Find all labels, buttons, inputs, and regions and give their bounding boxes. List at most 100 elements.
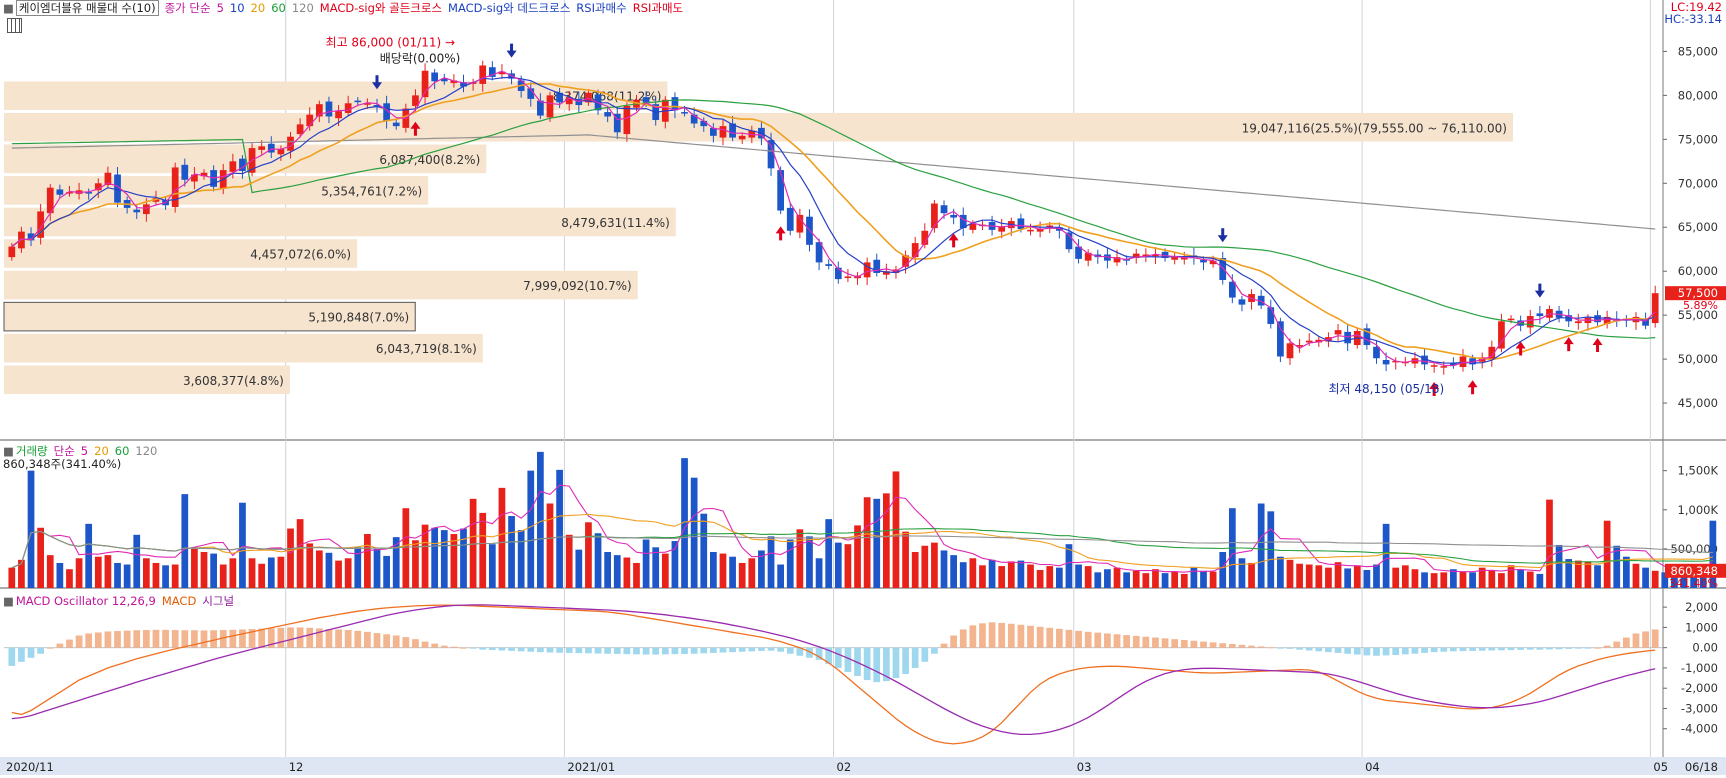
volume-legend-item-5[interactable]: 120 <box>135 444 158 458</box>
macd-oscillator-bar <box>1651 629 1659 648</box>
candle-body <box>873 259 881 273</box>
volume-bar <box>460 528 467 588</box>
volume-bar <box>517 530 525 588</box>
volume-bar <box>623 557 631 588</box>
macd-oscillator-bar <box>1267 647 1275 649</box>
candle-body <box>66 192 73 194</box>
price-legend-item-2[interactable]: 10 <box>229 1 245 15</box>
price-legend-item-4[interactable]: 60 <box>271 1 286 15</box>
grid-toggle-icon[interactable] <box>7 18 22 33</box>
macd-oscillator-bar <box>181 630 189 648</box>
price-legend-item-8[interactable]: RSI과매수 <box>576 1 627 15</box>
price-legend-item-3[interactable]: 20 <box>250 1 266 15</box>
candle <box>1104 248 1111 269</box>
macd-oscillator-bar <box>104 631 112 648</box>
candle <box>392 119 400 130</box>
candle-body <box>921 230 929 245</box>
macd-tick-label: -1,000 <box>1681 661 1718 675</box>
macd-legend-item-2[interactable]: 시그널 <box>202 594 235 608</box>
macd-oscillator-bar <box>210 630 217 648</box>
volume-legend-item-3[interactable]: 20 <box>94 444 109 458</box>
candle-body <box>229 161 237 172</box>
candle <box>306 107 314 131</box>
last-price-tag <box>1665 286 1726 301</box>
volume-bar <box>191 548 198 588</box>
price-legend-title[interactable]: 케이엠더블유 매물대 수(10) <box>15 0 159 16</box>
macd-oscillator-bar <box>1632 633 1640 648</box>
macd-oscillator-bar <box>863 647 871 681</box>
candle-body <box>950 214 957 218</box>
candle-body <box>1209 260 1217 265</box>
volume-bar <box>1036 570 1044 588</box>
price-legend-item-1[interactable]: 5 <box>216 1 224 15</box>
candle-body <box>1642 318 1649 326</box>
candle <box>200 169 208 180</box>
macd-tick-label: -4,000 <box>1681 722 1718 736</box>
candle-body <box>383 103 390 121</box>
volume-bar <box>633 562 640 588</box>
macd-tick-label: -2,000 <box>1681 681 1718 695</box>
volume-bar <box>1277 556 1284 588</box>
golden-cross-arrow-icon <box>410 121 421 136</box>
macd-oscillator-bar <box>191 630 198 648</box>
volume-bar <box>1411 569 1419 588</box>
candle-body <box>882 271 890 275</box>
candle-body <box>844 276 852 278</box>
volume-bar <box>325 552 333 588</box>
volume-legend-item-1[interactable]: 단순 <box>53 444 75 458</box>
price-legend-item-7[interactable]: MACD-sig와 데드크로스 <box>448 1 571 15</box>
last-change-label: 5.89% <box>1683 299 1718 312</box>
volume-legend-item-2[interactable]: 5 <box>80 444 89 458</box>
volume-bar <box>527 470 535 588</box>
volume-bar <box>1498 573 1505 588</box>
volume-legend-item-4[interactable]: 60 <box>114 444 130 458</box>
price-legend-item-5[interactable]: 120 <box>291 1 314 15</box>
volume-legend-item-0[interactable]: 거래량 <box>15 444 48 458</box>
volume-bar <box>56 562 64 588</box>
volume-last-readout: 860,348주(341.40%) <box>3 457 122 471</box>
volume-profile-band: 7,999,092(10.7%) <box>4 270 638 300</box>
candle-body <box>671 97 679 111</box>
candle-body <box>421 70 429 98</box>
candle <box>104 166 112 189</box>
macd-oscillator-bar <box>200 630 208 648</box>
candle-body <box>200 172 208 177</box>
price-legend-item-6[interactable]: MACD-sig와 골든크로스 <box>319 1 443 15</box>
volume-legend: ■ 거래량 단순 5 20 60 120 <box>3 444 169 458</box>
volume-bar <box>613 555 621 588</box>
volume-bar <box>565 534 573 588</box>
price-legend-item-9[interactable]: RSI과매도 <box>632 1 684 15</box>
price-legend-item-0[interactable]: 종가 단순 <box>164 1 211 15</box>
macd-oscillator-bar <box>1498 647 1505 651</box>
volume-bar <box>1007 561 1015 588</box>
candle <box>585 89 592 106</box>
ma10-line <box>11 76 1656 364</box>
volume-bar <box>998 566 1006 588</box>
macd-legend-item-0[interactable]: MACD Oscillator 12,26,9 <box>15 594 156 608</box>
candle-body <box>1440 366 1448 368</box>
candle <box>527 82 535 107</box>
macd-oscillator-bar <box>931 647 938 654</box>
candle-body <box>767 140 775 169</box>
candle-body <box>604 112 612 117</box>
candle-body <box>613 113 621 133</box>
candle-body <box>537 100 544 116</box>
macd-oscillator-bar <box>921 647 929 662</box>
volume-bar <box>1632 563 1640 588</box>
macd-oscillator-bar <box>1046 627 1054 648</box>
candle <box>1027 223 1034 236</box>
volume-bar <box>537 451 544 588</box>
candle-body <box>431 72 439 82</box>
candle <box>931 199 938 233</box>
candle-body <box>287 136 294 151</box>
macd-oscillator-bar <box>94 632 102 648</box>
candle-body <box>277 148 285 155</box>
legend-prefix: ■ <box>3 444 14 458</box>
golden-cross-arrow-icon <box>1563 337 1574 352</box>
volume-bar <box>931 542 938 588</box>
candle <box>710 123 717 143</box>
macd-legend-item-1[interactable]: MACD <box>161 594 197 608</box>
candle-body <box>1651 293 1659 324</box>
volume-bar <box>181 494 189 588</box>
